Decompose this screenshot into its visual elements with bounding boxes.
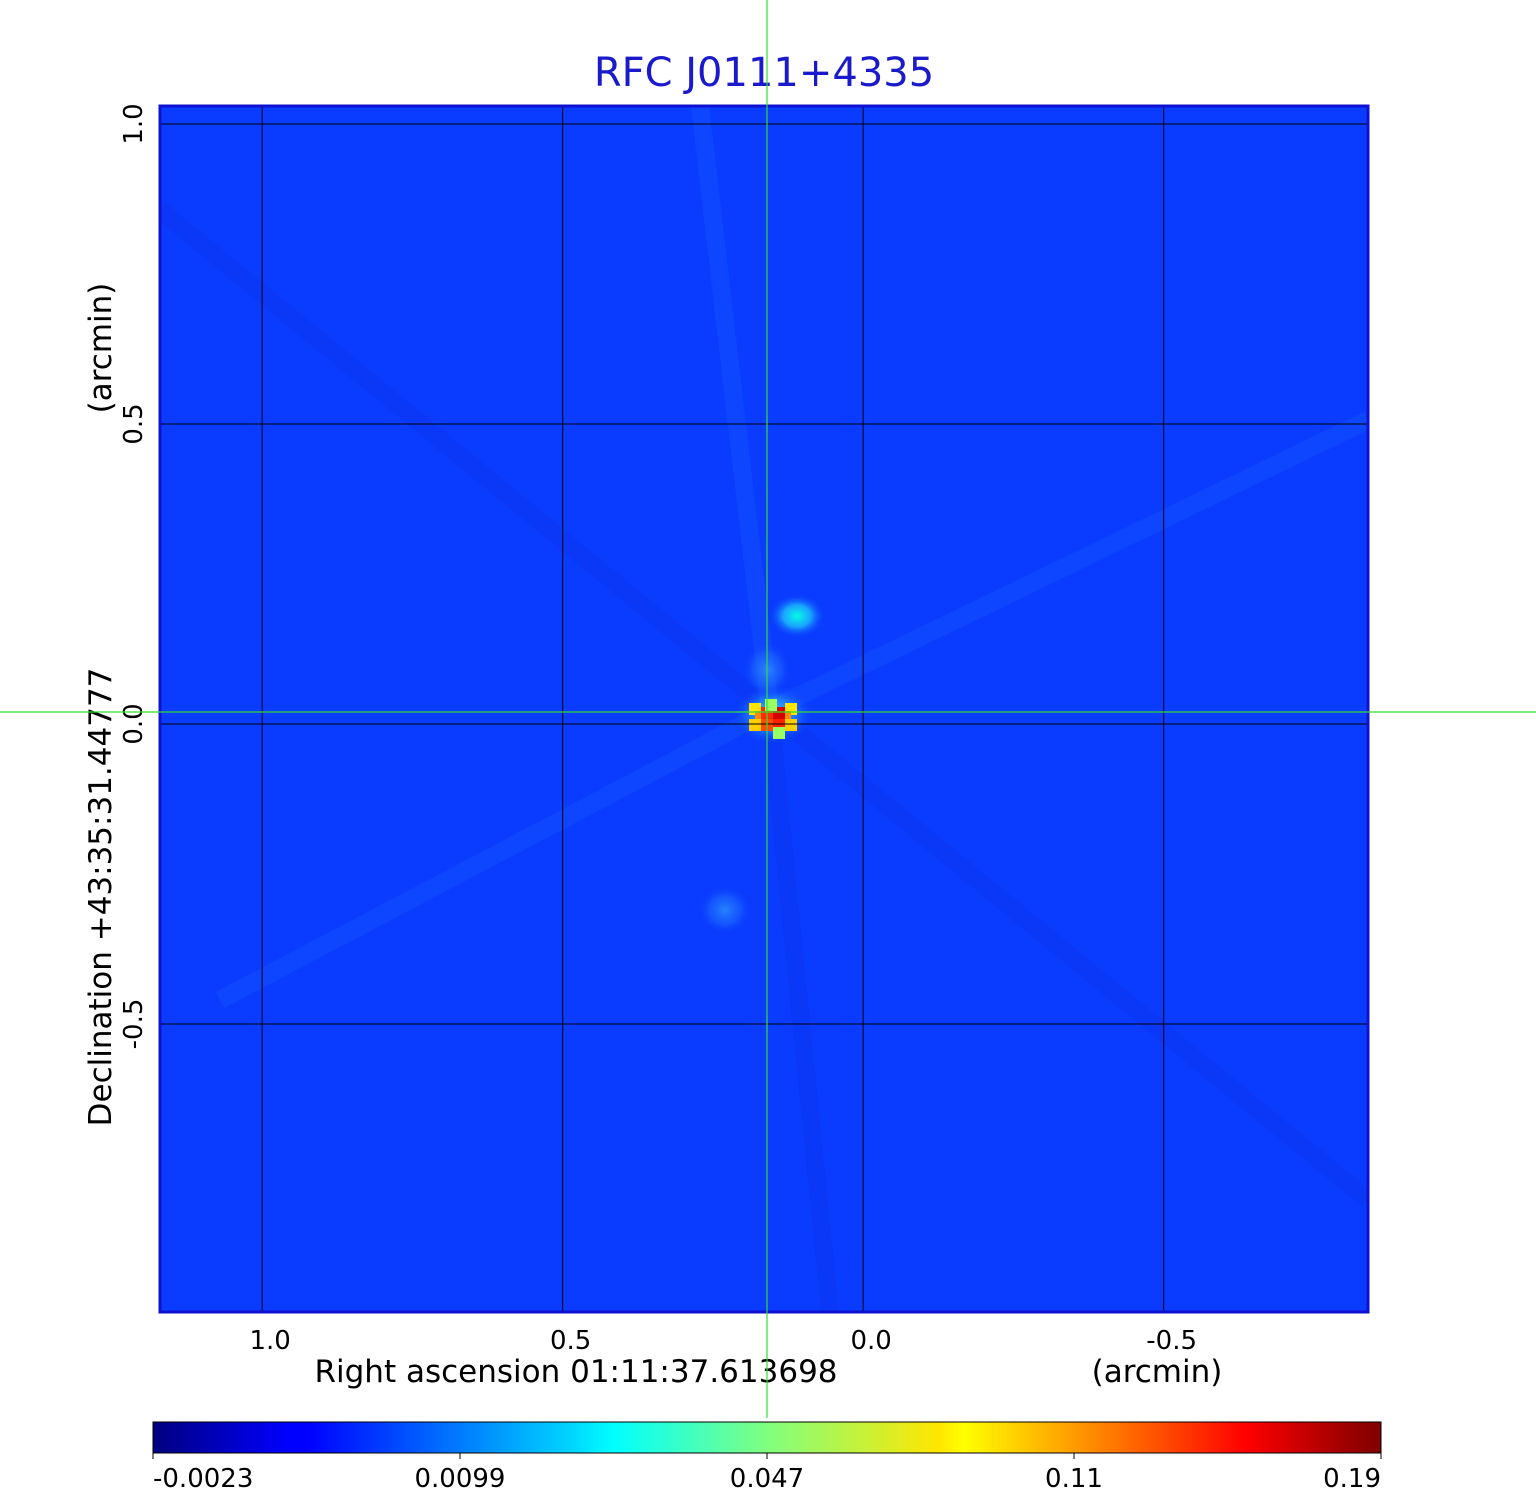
x-tick-labels: 1.0 0.5 0.0 -0.5: [249, 1326, 1197, 1356]
y-tick-labels: 1.0 0.5 0.0 -0.5: [119, 103, 149, 1049]
colorbar-labels: -0.0023 0.0099 0.047 0.11 0.19: [152, 1453, 1382, 1494]
core-pixel: [785, 719, 798, 731]
chart-title: RFC J0111+4335: [594, 50, 934, 96]
x-tick-label: 0.5: [550, 1326, 591, 1356]
y-tick-label: 1.0: [119, 103, 149, 144]
x-tick-label: -0.5: [1146, 1326, 1197, 1356]
core-pixel: [765, 699, 778, 711]
feature-component-south: [698, 886, 751, 934]
crosshair: [0, 0, 1536, 1418]
x-tick-label: 0.0: [850, 1326, 891, 1356]
y-axis-unit: (arcmin): [83, 283, 119, 414]
source-features: [698, 594, 826, 934]
x-tick-label: 1.0: [249, 1326, 290, 1356]
y-tick-label: -0.5: [119, 999, 149, 1050]
x-axis-label: Right ascension 01:11:37.613698: [314, 1354, 837, 1390]
sidelobe-streaks: [160, 106, 1368, 1312]
y-axis-label: Declination +43:35:31.44777: [83, 668, 119, 1127]
colorbar-tick-label: 0.047: [730, 1464, 804, 1494]
colorbar-tick-label: -0.0023: [153, 1464, 253, 1494]
colorbar-tick-label: 0.11: [1045, 1464, 1103, 1494]
y-tick-label: 0.5: [119, 403, 149, 444]
plot-frame: [158, 104, 1370, 1314]
coordinate-grid: [160, 106, 1368, 1312]
colorbar: -0.0023 0.0099 0.047 0.11 0.19: [152, 1421, 1382, 1494]
core-pixel: [773, 727, 786, 739]
colorbar-tick-label: 0.0099: [415, 1464, 506, 1494]
image-plot-area: [160, 106, 1368, 1312]
y-tick-label: 0.0: [119, 703, 149, 744]
core-pixel: [749, 719, 762, 731]
feature-jet-knot-2: [769, 594, 826, 638]
colorbar-ramp: [152, 1421, 1382, 1454]
x-axis-unit: (arcmin): [1092, 1354, 1223, 1390]
colorbar-tick-label: 0.19: [1323, 1464, 1381, 1494]
